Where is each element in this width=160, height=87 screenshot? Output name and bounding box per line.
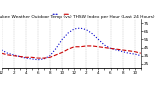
Title: Milwaukee Weather Outdoor Temp (vs) THSW Index per Hour (Last 24 Hours): Milwaukee Weather Outdoor Temp (vs) THSW… xyxy=(0,15,155,19)
